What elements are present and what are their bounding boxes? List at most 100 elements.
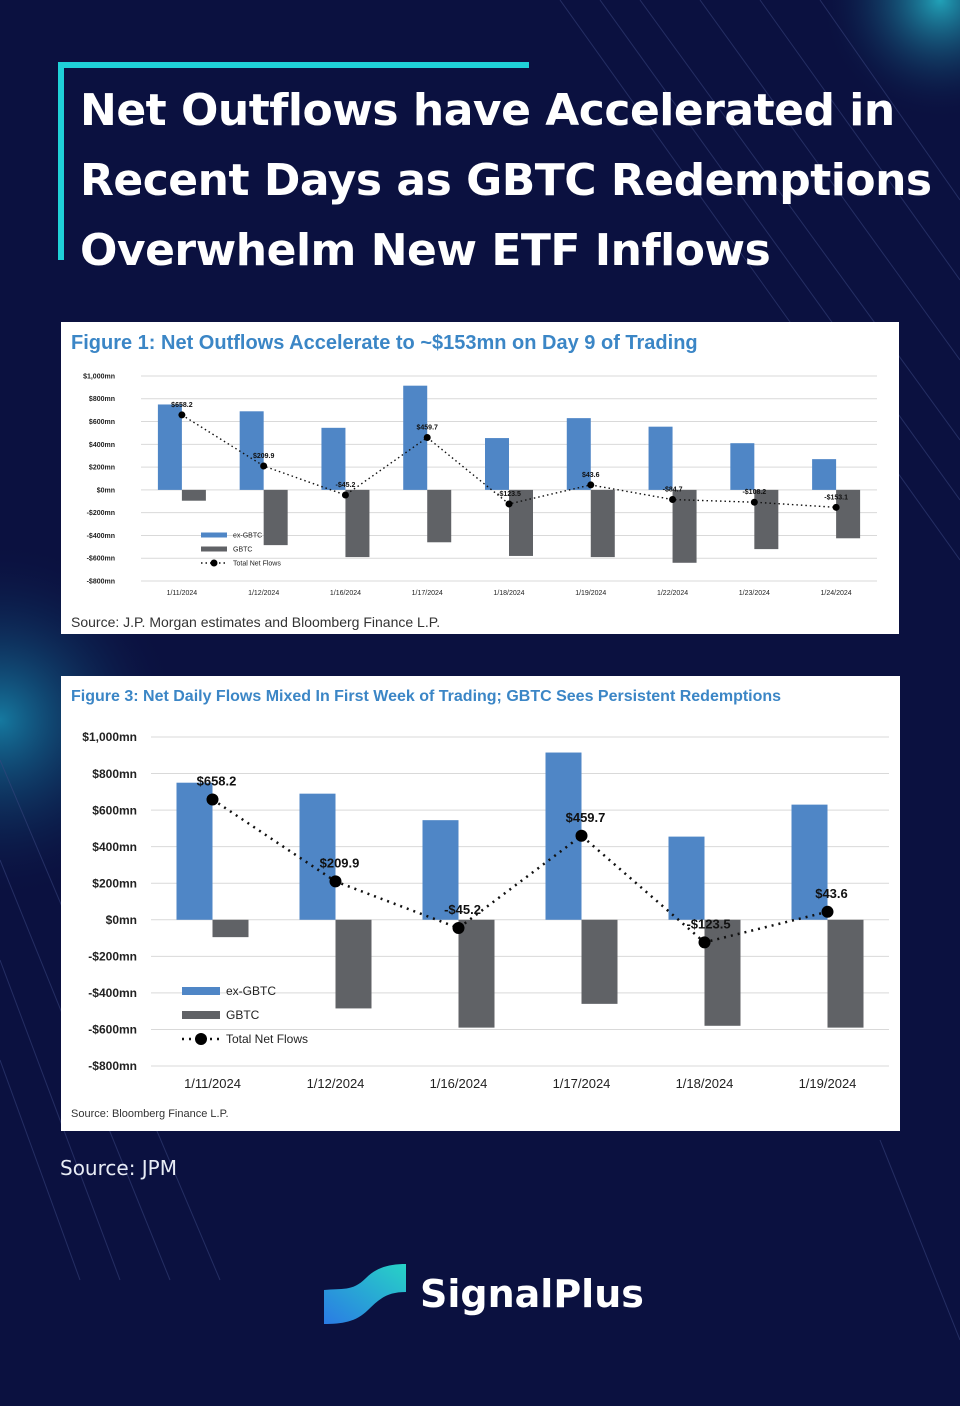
legend-swatch-ex-gbtc: [201, 532, 227, 538]
y-tick-label: -$600mn: [87, 556, 115, 563]
bar-gbtc: [427, 489, 452, 543]
bar-ex-gbtc: [485, 438, 509, 490]
brand-logo: SignalPlus: [322, 1262, 652, 1326]
total-net-flows-point: [669, 496, 677, 504]
headline-line-2: Recent Days as GBTC Redemptions: [80, 155, 932, 206]
total-net-flows-point: [587, 481, 595, 489]
y-tick-label: -$400mn: [88, 986, 137, 1000]
bar-gbtc: [181, 489, 206, 501]
point-data-label: -$84.7: [663, 487, 683, 494]
point-data-label: -$108.2: [742, 489, 766, 496]
legend-label-gbtc: GBTC: [226, 1008, 260, 1022]
bar-ex-gbtc: [668, 836, 705, 920]
figure-3-panel: Figure 3: Net Daily Flows Mixed In First…: [61, 676, 900, 1131]
bar-gbtc: [704, 919, 741, 1026]
y-tick-label: $0mn: [97, 487, 115, 494]
bar-ex-gbtc: [791, 804, 828, 920]
x-tick-label: 1/16/2024: [330, 590, 361, 597]
y-tick-label: $200mn: [89, 465, 115, 472]
y-tick-label: $1,000mn: [82, 730, 137, 744]
legend-marker-total-net-flows: [195, 1033, 207, 1045]
bar-ex-gbtc: [545, 752, 582, 920]
y-tick-label: $0mn: [106, 913, 137, 927]
bar-gbtc: [263, 489, 288, 546]
point-data-label: $459.7: [417, 425, 439, 432]
headline-line-3: Overwhelm New ETF Inflows: [80, 225, 771, 276]
total-net-flows-point: [423, 434, 431, 442]
y-tick-label: $800mn: [92, 767, 137, 781]
point-data-label: $658.2: [171, 402, 193, 409]
point-data-label: $43.6: [815, 886, 848, 901]
x-tick-label: 1/12/2024: [248, 590, 279, 597]
bar-gbtc: [581, 919, 618, 1004]
headline-accent-bar: [58, 62, 529, 68]
brand-name: SignalPlus: [420, 1272, 644, 1316]
x-tick-label: 1/11/2024: [167, 590, 198, 597]
y-tick-label: $1,000mn: [83, 373, 115, 380]
point-data-label: $43.6: [582, 472, 600, 479]
bar-gbtc: [672, 489, 697, 563]
bar-ex-gbtc: [157, 404, 182, 490]
y-tick-label: -$200mn: [88, 950, 137, 964]
bar-gbtc: [590, 489, 615, 558]
x-tick-label: 1/11/2024: [184, 1076, 241, 1091]
y-tick-label: $600mn: [92, 803, 137, 817]
point-data-label: -$153.1: [824, 494, 848, 501]
bar-ex-gbtc: [648, 426, 673, 490]
point-data-label: $209.9: [253, 453, 275, 460]
point-data-label: -$123.5: [497, 491, 521, 498]
bar-gbtc: [827, 919, 864, 1028]
total-net-flows-point: [260, 462, 268, 470]
signalplus-logo-icon: [324, 1264, 406, 1324]
bar-gbtc: [754, 489, 779, 550]
figure-1-source: Source: J.P. Morgan estimates and Bloomb…: [71, 614, 441, 630]
x-tick-label: 1/17/2024: [412, 590, 443, 597]
y-tick-label: -$400mn: [87, 533, 115, 540]
x-tick-label: 1/22/2024: [657, 590, 688, 597]
bar-gbtc: [335, 919, 372, 1009]
figure-1-panel: Figure 1: Net Outflows Accelerate to ~$1…: [61, 322, 899, 634]
headline: Net Outflows have Accelerated in Recent …: [80, 76, 940, 286]
y-tick-label: -$200mn: [87, 510, 115, 517]
figure-1-title: Figure 1: Net Outflows Accelerate to ~$1…: [71, 332, 698, 354]
total-net-flows-point: [821, 905, 834, 918]
x-tick-label: 1/23/2024: [739, 590, 770, 597]
figure-3-source: Source: Bloomberg Finance L.P.: [71, 1108, 229, 1120]
bar-ex-gbtc: [321, 427, 346, 490]
point-data-label: -$45.2: [444, 902, 481, 917]
headline-line-1: Net Outflows have Accelerated in: [80, 85, 895, 136]
total-net-flows-point: [329, 875, 342, 888]
point-data-label: $459.7: [566, 810, 606, 825]
y-tick-label: $400mn: [89, 442, 115, 449]
bar-gbtc: [509, 489, 533, 556]
bar-ex-gbtc: [239, 411, 264, 490]
y-tick-label: $800mn: [89, 396, 115, 403]
bar-gbtc: [212, 919, 249, 938]
legend-swatch-gbtc: [201, 546, 227, 552]
y-tick-label: -$800mn: [87, 578, 115, 585]
legend-label-ex-gbtc: ex-GBTC: [226, 984, 276, 998]
total-net-flows-point: [832, 503, 840, 511]
total-net-flows-line: [211, 798, 828, 944]
bar-ex-gbtc: [566, 418, 591, 490]
bar-gbtc: [345, 489, 370, 558]
bar-ex-gbtc: [176, 782, 213, 920]
legend-marker-total-net-flows: [210, 559, 218, 567]
x-tick-label: 1/18/2024: [493, 590, 524, 597]
total-net-flows-point: [206, 793, 219, 806]
total-net-flows-point: [341, 491, 349, 499]
figure-3-title: Figure 3: Net Daily Flows Mixed In First…: [71, 688, 782, 705]
point-data-label: -$45.2: [336, 482, 356, 489]
x-tick-label: 1/24/2024: [821, 590, 852, 597]
legend-swatch-gbtc: [182, 1011, 220, 1019]
legend-label-gbtc: GBTC: [233, 546, 252, 553]
total-net-flows-point: [178, 411, 186, 419]
bar-ex-gbtc: [403, 385, 428, 490]
legend-swatch-ex-gbtc: [182, 987, 220, 995]
x-tick-label: 1/19/2024: [575, 590, 606, 597]
y-tick-label: -$600mn: [88, 1023, 137, 1037]
total-net-flows-point: [750, 498, 758, 506]
y-tick-label: $400mn: [92, 840, 137, 854]
bar-ex-gbtc: [299, 793, 336, 920]
x-tick-label: 1/12/2024: [307, 1076, 365, 1091]
